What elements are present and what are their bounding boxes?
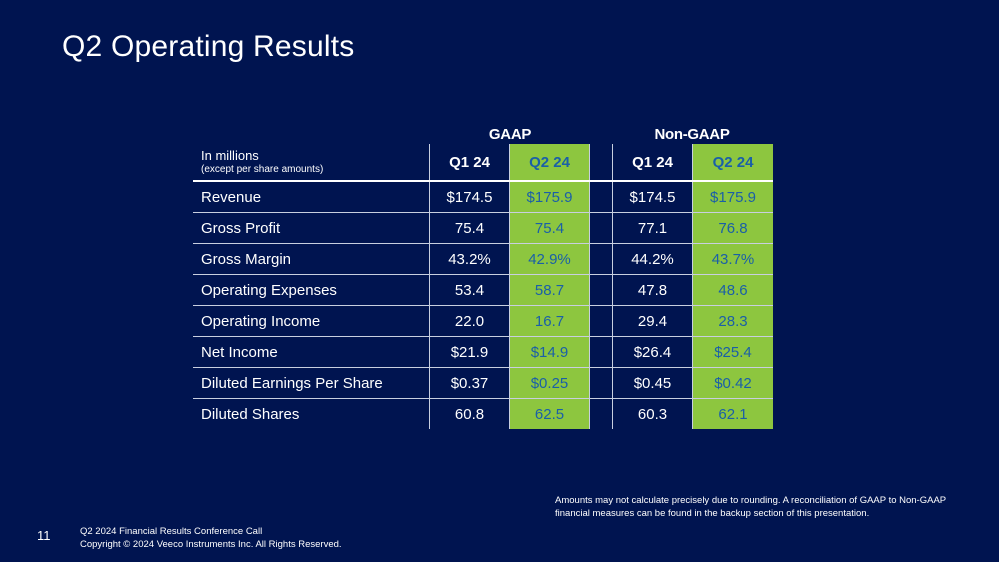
- gaap-q1-value: 43.2%: [430, 244, 510, 274]
- column-spacer: [590, 144, 613, 180]
- footer-copyright: Copyright © 2024 Veeco Instruments Inc. …: [80, 539, 342, 550]
- nongaap-q1-value: 29.4: [613, 306, 693, 336]
- row-label: Gross Profit: [193, 213, 430, 243]
- column-spacer: [590, 275, 613, 305]
- nongaap-q1-value: $174.5: [613, 182, 693, 212]
- gaap-q2-value: $0.25: [510, 368, 590, 398]
- nongaap-q2-value: $25.4: [693, 337, 773, 367]
- column-spacer: [590, 337, 613, 367]
- gaap-q2-value: 58.7: [510, 275, 590, 305]
- col-header-nongaap-q2: Q2 24: [693, 144, 773, 180]
- nongaap-group-header: Non-GAAP: [654, 126, 730, 143]
- row-label: Diluted Shares: [193, 399, 430, 429]
- column-spacer: [590, 368, 613, 398]
- nongaap-q2-value: 43.7%: [693, 244, 773, 274]
- nongaap-q1-value: 47.8: [613, 275, 693, 305]
- row-label: Revenue: [193, 182, 430, 212]
- column-spacer: [590, 306, 613, 336]
- nongaap-q1-value: 44.2%: [613, 244, 693, 274]
- row-label: Operating Income: [193, 306, 430, 336]
- gaap-group-header: GAAP: [488, 126, 532, 143]
- header-label: In millions: [201, 148, 259, 163]
- nongaap-q1-value: $0.45: [613, 368, 693, 398]
- header-label-cell: In millions (except per share amounts): [193, 144, 430, 180]
- gaap-q1-value: $21.9: [430, 337, 510, 367]
- gaap-q2-value: 16.7: [510, 306, 590, 336]
- table-row: Operating Income 22.0 16.7 29.4 28.3: [193, 306, 773, 337]
- col-header-gaap-q1: Q1 24: [430, 144, 510, 180]
- nongaap-q1-value: $26.4: [613, 337, 693, 367]
- col-header-nongaap-q1: Q1 24: [613, 144, 693, 180]
- gaap-q2-value: 75.4: [510, 213, 590, 243]
- gaap-q1-value: $174.5: [430, 182, 510, 212]
- gaap-q1-value: 60.8: [430, 399, 510, 429]
- table-row: Net Income $21.9 $14.9 $26.4 $25.4: [193, 337, 773, 368]
- gaap-q1-value: $0.37: [430, 368, 510, 398]
- column-spacer: [590, 213, 613, 243]
- row-label: Operating Expenses: [193, 275, 430, 305]
- column-spacer: [590, 182, 613, 212]
- header-sublabel: (except per share amounts): [201, 164, 324, 175]
- nongaap-q1-value: 60.3: [613, 399, 693, 429]
- gaap-q2-value: $175.9: [510, 182, 590, 212]
- table-header-row: In millions (except per share amounts) Q…: [193, 144, 773, 182]
- table-row: Diluted Shares 60.8 62.5 60.3 62.1: [193, 399, 773, 429]
- gaap-q1-value: 22.0: [430, 306, 510, 336]
- row-label: Diluted Earnings Per Share: [193, 368, 430, 398]
- nongaap-q2-value: $175.9: [693, 182, 773, 212]
- operating-results-table: In millions (except per share amounts) Q…: [193, 144, 773, 429]
- column-spacer: [590, 399, 613, 429]
- gaap-q1-value: 53.4: [430, 275, 510, 305]
- row-label: Gross Margin: [193, 244, 430, 274]
- nongaap-q2-value: $0.42: [693, 368, 773, 398]
- nongaap-q2-value: 48.6: [693, 275, 773, 305]
- gaap-q2-value: 62.5: [510, 399, 590, 429]
- gaap-q1-value: 75.4: [430, 213, 510, 243]
- table-row: Gross Margin 43.2% 42.9% 44.2% 43.7%: [193, 244, 773, 275]
- row-label: Net Income: [193, 337, 430, 367]
- slide-title: Q2 Operating Results: [62, 30, 355, 63]
- nongaap-q2-value: 28.3: [693, 306, 773, 336]
- col-header-gaap-q2: Q2 24: [510, 144, 590, 180]
- nongaap-q2-value: 62.1: [693, 399, 773, 429]
- nongaap-q1-value: 77.1: [613, 213, 693, 243]
- gaap-q2-value: 42.9%: [510, 244, 590, 274]
- column-spacer: [590, 244, 613, 274]
- table-row: Gross Profit 75.4 75.4 77.1 76.8: [193, 213, 773, 244]
- footer: Q2 2024 Financial Results Conference Cal…: [80, 525, 342, 551]
- nongaap-q2-value: 76.8: [693, 213, 773, 243]
- gaap-q2-value: $14.9: [510, 337, 590, 367]
- page-number: 11: [37, 528, 51, 543]
- table-row: Operating Expenses 53.4 58.7 47.8 48.6: [193, 275, 773, 306]
- footer-event: Q2 2024 Financial Results Conference Cal…: [80, 526, 263, 537]
- table-row: Revenue $174.5 $175.9 $174.5 $175.9: [193, 182, 773, 213]
- rounding-footnote: Amounts may not calculate precisely due …: [555, 495, 946, 519]
- table-row: Diluted Earnings Per Share $0.37 $0.25 $0.4…: [193, 368, 773, 399]
